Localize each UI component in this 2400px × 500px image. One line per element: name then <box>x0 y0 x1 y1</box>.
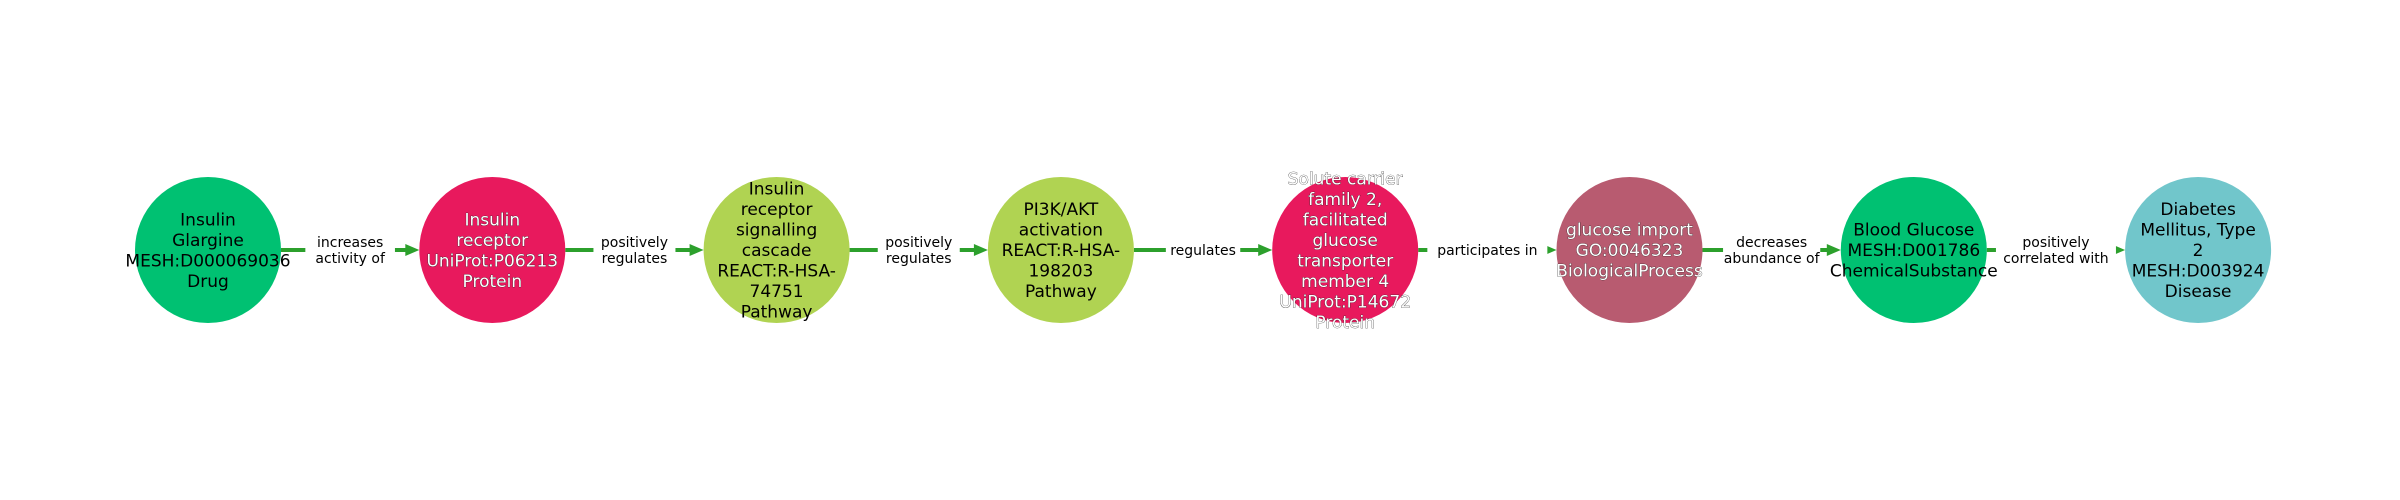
node-label-line: receptor <box>741 200 813 220</box>
node-circle[interactable] <box>135 177 281 323</box>
node-label-line: glucose import <box>1566 221 1693 241</box>
node-label-line: Solute carrier <box>1288 169 1403 189</box>
node-label-line: Pathway <box>1025 282 1097 302</box>
node-label-line: Diabetes <box>2160 200 2236 220</box>
node-label-line: Blood Glucose <box>1853 221 1974 241</box>
node-label-line: MESH:D001786 <box>1847 241 1980 261</box>
node-label-line: MESH:D003924 <box>2132 262 2265 282</box>
node-n7[interactable]: Blood GlucoseMESH:D001786ChemicalSubstan… <box>1830 177 1998 323</box>
node-circle[interactable] <box>1272 177 1419 323</box>
edge-label-background <box>1723 233 1821 267</box>
arrowhead-icon <box>1258 244 1273 256</box>
node-label-line: cascade <box>742 241 812 261</box>
node-label-line: signalling <box>736 221 817 241</box>
node-n6[interactable]: glucose importGO:0046323BiologicalProces… <box>1556 177 1703 323</box>
node-label-line: 198203 <box>1028 262 1093 282</box>
node-circle[interactable] <box>2125 177 2272 323</box>
node-circle[interactable] <box>1556 177 1703 323</box>
node-label-line: activation <box>1019 221 1103 241</box>
edge-label: regulates <box>1165 241 1241 259</box>
edge-label-line: correlated with <box>2003 251 2108 267</box>
node-label-line: Protein <box>463 272 523 292</box>
node-label-line: UniProt:P14672 <box>1279 292 1411 312</box>
edge-label-background <box>593 233 676 267</box>
edge-label-background <box>305 233 395 267</box>
node-label-line: Insulin <box>180 210 236 230</box>
edge-label-line: abundance of <box>1724 251 1821 267</box>
node-label-line: Insulin <box>749 180 805 200</box>
node-label-line: Pathway <box>741 303 813 323</box>
edge-label-line: regulates <box>602 251 668 267</box>
arrowhead-icon <box>405 244 420 256</box>
node-label-line: PI3K/AKT <box>1023 200 1098 220</box>
node-label-line: receptor <box>456 231 528 251</box>
node-circle[interactable] <box>1840 177 1987 323</box>
edge-label-background <box>1995 233 2116 267</box>
node-label-line: BiologicalProcess <box>1556 262 1703 282</box>
node-label-line: REACT:R-HSA- <box>717 262 836 282</box>
node-label-line: Glargine <box>172 231 244 251</box>
node-label-line: ChemicalSubstance <box>1830 262 1998 282</box>
arrowhead-icon <box>1826 244 1841 256</box>
node-label-line: Disease <box>2165 282 2232 302</box>
node-label-line: REACT:R-HSA- <box>1002 241 1121 261</box>
node-label-line: Drug <box>187 272 229 292</box>
edge-label: participates in <box>1427 241 1548 259</box>
edge-label-background <box>877 233 960 267</box>
node-label-line: Protein <box>1315 313 1375 333</box>
edge-label-line: positively <box>885 235 952 251</box>
edge-label-line: decreases <box>1736 235 1807 251</box>
node-label-line: Insulin <box>464 210 520 230</box>
edge-label-background <box>1165 241 1241 259</box>
edge-label-line: positively <box>2022 235 2089 251</box>
node-circle[interactable] <box>419 177 566 323</box>
arrowhead-icon <box>689 244 704 256</box>
node-circle[interactable] <box>987 177 1134 323</box>
node-label-line: UniProt:P06213 <box>426 251 558 271</box>
node-label-line: Mellitus, Type <box>2140 221 2255 241</box>
node-label-line: member 4 <box>1301 272 1389 292</box>
node-n4[interactable]: PI3K/AKTactivationREACT:R-HSA-198203Path… <box>987 177 1134 323</box>
node-label-line: glucose <box>1313 231 1378 251</box>
node-circle[interactable] <box>703 177 850 323</box>
node-n3[interactable]: InsulinreceptorsignallingcascadeREACT:R-… <box>703 177 850 323</box>
edge-label-line: regulates <box>886 251 952 267</box>
edge-label-line: positively <box>601 235 668 251</box>
node-label-line: GO:0046323 <box>1576 241 1684 261</box>
node-label-line: facilitated <box>1303 210 1388 230</box>
node-label-line: family 2, <box>1308 190 1382 210</box>
node-label-line: 74751 <box>750 282 804 302</box>
edge-label-line: activity of <box>315 251 386 267</box>
node-label-line: transporter <box>1297 251 1393 271</box>
arrowhead-icon <box>973 244 988 256</box>
edge-label-line: regulates <box>1170 243 1236 259</box>
node-label-line: 2 <box>2193 241 2204 261</box>
edge-label-line: participates in <box>1437 243 1537 259</box>
edge-label-background <box>1427 241 1548 259</box>
edge-label-line: increases <box>317 235 383 251</box>
node-label-line: MESH:D000069036 <box>125 251 290 271</box>
nodes-layer: InsulinGlargineMESH:D000069036DrugInsuli… <box>125 169 2272 333</box>
